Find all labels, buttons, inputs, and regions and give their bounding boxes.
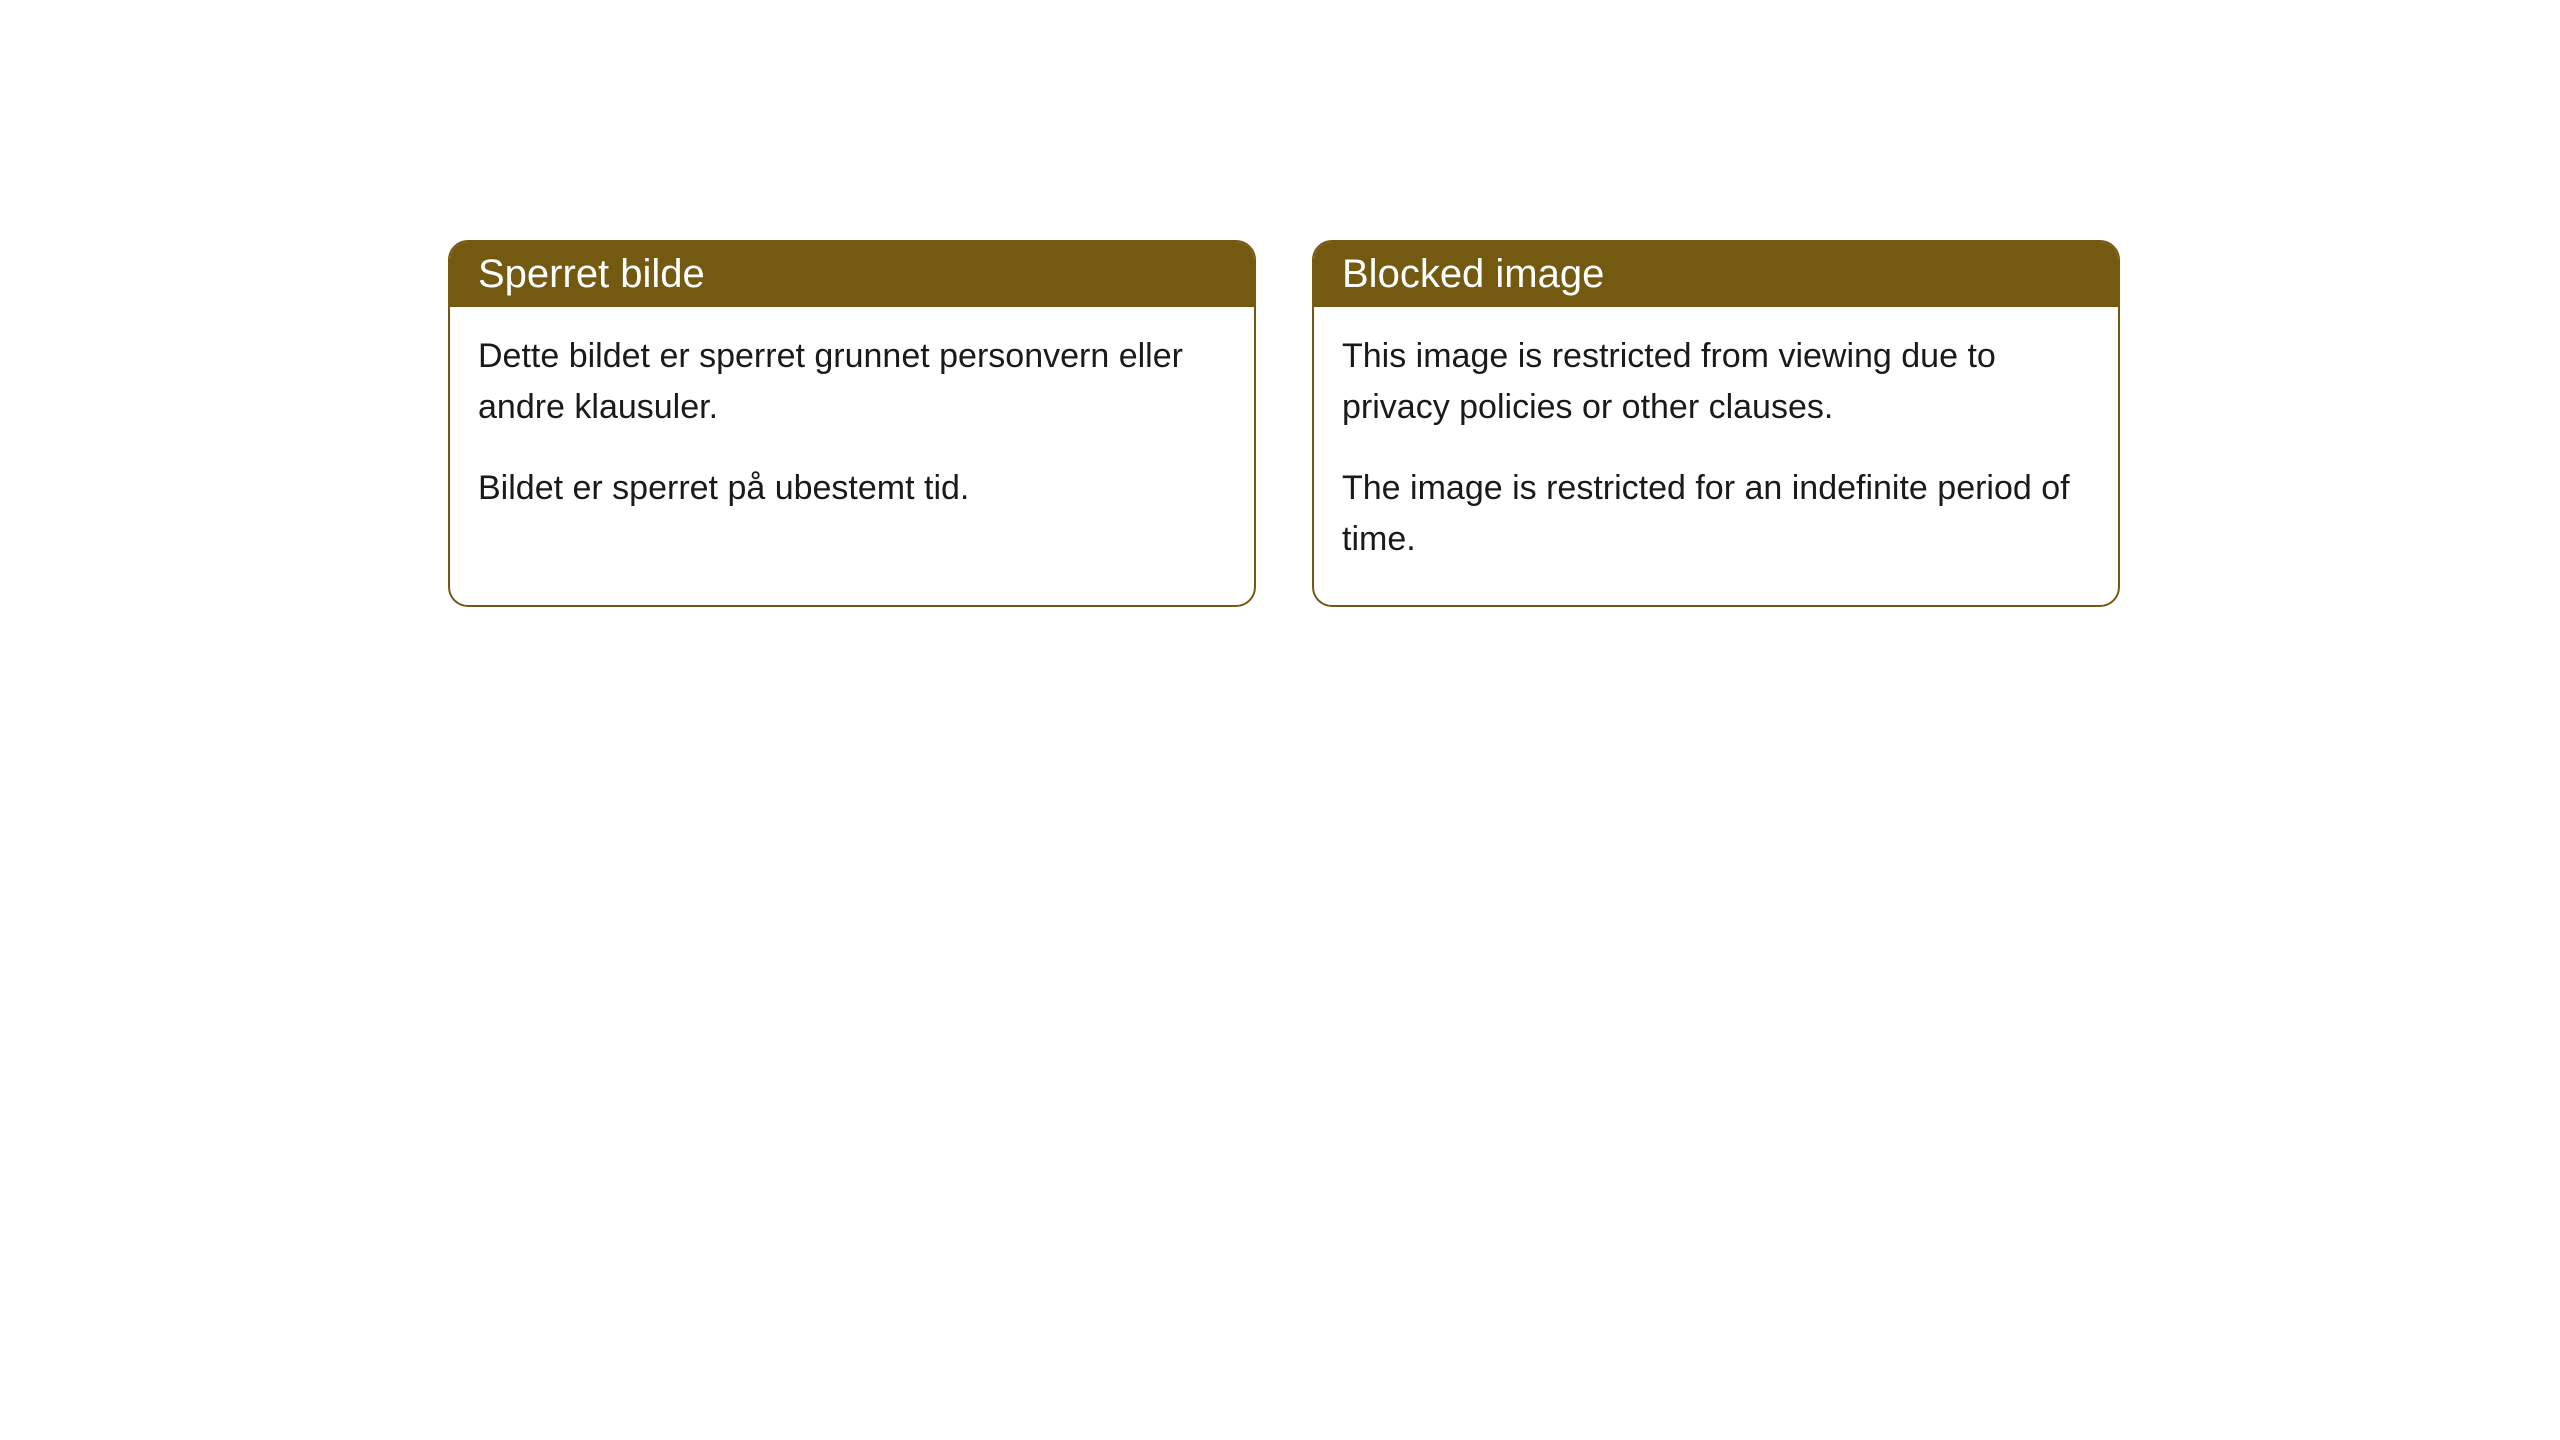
card-title: Sperret bilde (478, 252, 705, 296)
card-paragraph: Bildet er sperret på ubestemt tid. (478, 463, 1226, 514)
card-body-english: This image is restricted from viewing du… (1314, 307, 2118, 605)
card-header-english: Blocked image (1314, 242, 2118, 307)
card-body-norwegian: Dette bildet er sperret grunnet personve… (450, 307, 1254, 554)
card-title: Blocked image (1342, 252, 1604, 296)
card-paragraph: The image is restricted for an indefinit… (1342, 463, 2090, 565)
card-header-norwegian: Sperret bilde (450, 242, 1254, 307)
cards-container: Sperret bilde Dette bildet er sperret gr… (448, 240, 2120, 607)
card-norwegian: Sperret bilde Dette bildet er sperret gr… (448, 240, 1256, 607)
card-paragraph: Dette bildet er sperret grunnet personve… (478, 331, 1226, 433)
card-paragraph: This image is restricted from viewing du… (1342, 331, 2090, 433)
card-english: Blocked image This image is restricted f… (1312, 240, 2120, 607)
